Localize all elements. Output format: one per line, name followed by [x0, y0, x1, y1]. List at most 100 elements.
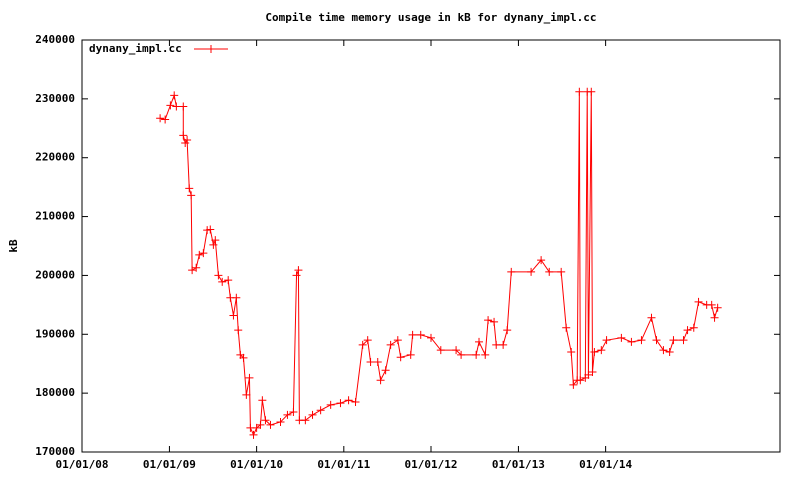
point-marker	[283, 410, 292, 419]
point-marker	[301, 416, 310, 425]
y-tick-label: 240000	[35, 33, 75, 46]
point-marker	[266, 420, 275, 429]
point-marker	[363, 336, 372, 345]
legend-marker	[207, 45, 215, 53]
point-marker	[679, 336, 688, 345]
point-marker	[457, 350, 466, 359]
x-tick-label: 01/01/14	[579, 458, 632, 471]
point-marker	[183, 136, 192, 145]
point-marker	[393, 336, 402, 345]
point-marker	[249, 430, 258, 439]
point-marker	[276, 417, 285, 426]
point-marker	[588, 367, 597, 376]
point-marker	[292, 271, 301, 280]
point-marker	[659, 346, 668, 355]
point-marker	[192, 263, 201, 272]
point-marker	[597, 346, 606, 355]
point-marker	[166, 101, 175, 110]
point-marker	[211, 236, 220, 245]
point-marker	[179, 131, 188, 140]
y-tick-label: 170000	[35, 445, 75, 458]
point-marker	[381, 366, 390, 375]
point-marker	[396, 353, 405, 362]
point-marker	[239, 353, 248, 362]
point-marker	[537, 256, 546, 265]
point-marker	[242, 390, 251, 399]
point-marker	[336, 399, 345, 408]
point-marker	[351, 397, 360, 406]
point-marker	[689, 323, 698, 332]
point-marker	[294, 266, 303, 275]
point-marker	[683, 326, 692, 335]
point-marker	[492, 340, 501, 349]
point-marker	[209, 240, 218, 249]
point-marker	[575, 87, 584, 96]
point-marker	[484, 316, 493, 325]
x-tick-label: 01/01/08	[56, 458, 109, 471]
point-marker	[172, 102, 181, 111]
point-marker	[436, 346, 445, 355]
point-marker	[637, 336, 646, 345]
point-marker	[188, 266, 197, 275]
point-marker	[185, 184, 194, 193]
point-marker	[652, 336, 661, 345]
point-marker	[195, 250, 204, 259]
point-marker	[707, 300, 716, 309]
point-marker	[344, 396, 353, 405]
chart-title: Compile time memory usage in kB for dyna…	[265, 11, 596, 24]
point-marker	[507, 267, 516, 276]
point-marker	[373, 357, 382, 366]
point-marker	[366, 357, 375, 366]
point-marker	[256, 420, 265, 429]
point-marker	[187, 191, 196, 200]
point-marker	[710, 313, 719, 322]
y-tick-label: 190000	[35, 327, 75, 340]
point-marker	[406, 350, 415, 359]
point-marker	[376, 376, 385, 385]
y-tick-label: 220000	[35, 151, 75, 164]
x-tick-label: 01/01/13	[492, 458, 545, 471]
point-marker	[427, 333, 435, 342]
point-marker	[567, 347, 576, 356]
point-marker	[199, 249, 208, 258]
point-marker	[587, 87, 596, 96]
point-marker	[647, 313, 656, 322]
point-marker	[545, 267, 554, 276]
point-marker	[499, 340, 508, 349]
point-marker	[224, 276, 233, 285]
y-tick-label: 210000	[35, 210, 75, 223]
point-marker	[527, 267, 536, 276]
point-marker	[218, 277, 227, 286]
point-marker	[386, 340, 395, 349]
point-marker	[452, 346, 461, 355]
point-marker	[490, 317, 499, 326]
point-marker	[416, 330, 425, 339]
point-marker	[617, 333, 626, 342]
point-marker	[245, 373, 254, 382]
point-marker	[232, 293, 241, 302]
point-marker	[472, 350, 481, 359]
point-marker	[179, 102, 188, 111]
point-marker	[475, 337, 484, 346]
point-marker	[261, 416, 270, 425]
point-marker	[713, 303, 722, 312]
point-marker	[694, 297, 703, 306]
y-tick-label: 200000	[35, 268, 75, 281]
point-marker	[584, 370, 593, 379]
point-marker	[669, 336, 678, 345]
y-axis-label: kB	[7, 239, 20, 253]
point-marker	[326, 400, 335, 409]
point-marker	[358, 340, 367, 349]
point-marker	[481, 350, 490, 359]
point-marker	[161, 115, 170, 124]
point-marker	[590, 347, 599, 356]
point-marker	[206, 225, 215, 234]
point-marker	[316, 406, 325, 415]
point-marker	[170, 91, 179, 100]
point-marker	[229, 311, 238, 320]
y-tick-label: 180000	[35, 386, 75, 399]
point-marker	[627, 337, 636, 346]
